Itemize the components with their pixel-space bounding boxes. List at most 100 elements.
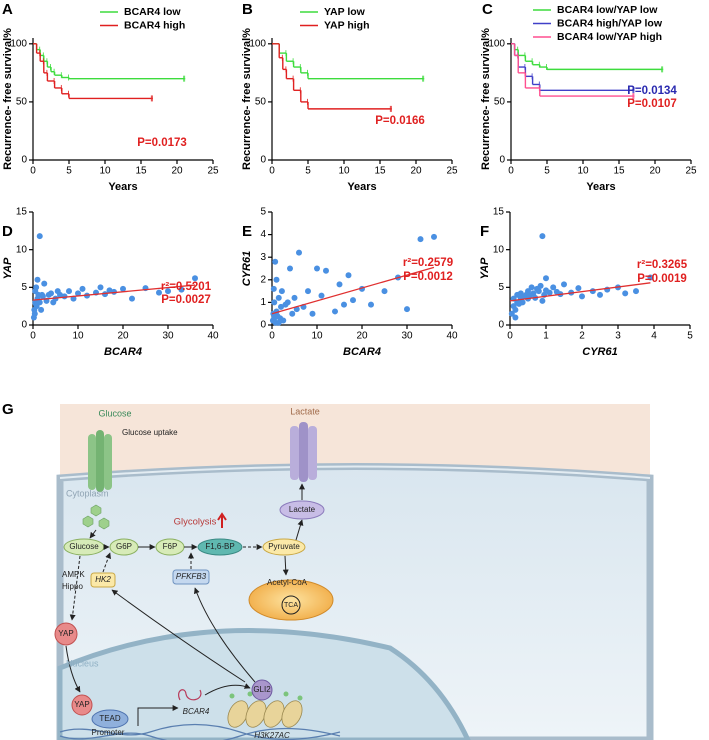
x-tick-label: 5 bbox=[544, 166, 550, 177]
point bbox=[178, 286, 185, 293]
point bbox=[296, 249, 302, 256]
annotation: P=0.0012 bbox=[403, 271, 453, 283]
point bbox=[284, 299, 291, 306]
y-tick-label: 100 bbox=[488, 38, 505, 49]
point bbox=[575, 285, 582, 292]
point bbox=[31, 310, 38, 317]
chart-panel: D 0 5 10 15 0 10 20 30 40 BCAR4 YAP r²=0.5201P=0.002… bbox=[2, 207, 219, 358]
y-axis-label: Recurrence- free survival% bbox=[480, 28, 492, 170]
x-axis-label: BCAR4 bbox=[343, 346, 381, 358]
point bbox=[165, 288, 171, 295]
y-tick-label: 50 bbox=[494, 97, 506, 108]
y-tick-label: 0 bbox=[21, 320, 27, 331]
panel-letter: B bbox=[242, 1, 253, 18]
point bbox=[289, 310, 296, 317]
x-tick-label: 25 bbox=[685, 166, 697, 177]
point bbox=[120, 285, 126, 292]
point bbox=[41, 280, 48, 287]
x-tick-label: 20 bbox=[117, 331, 129, 342]
x-tick-label: 3 bbox=[615, 331, 621, 342]
label: G6P bbox=[116, 542, 132, 551]
legend-label: YAP high bbox=[324, 19, 370, 31]
legend-label: BCAR4 low/YAP high bbox=[557, 31, 662, 43]
x-tick-label: 15 bbox=[374, 166, 386, 177]
point bbox=[404, 306, 410, 313]
label: Nucleus bbox=[66, 658, 99, 668]
point bbox=[525, 288, 531, 295]
point bbox=[368, 301, 374, 308]
label: Lactate bbox=[290, 406, 320, 416]
y-tick-label: 4 bbox=[260, 229, 266, 240]
y-tick-label: 0 bbox=[260, 320, 266, 331]
node bbox=[197, 538, 243, 556]
x-tick-label: 30 bbox=[162, 331, 174, 342]
dna bbox=[59, 723, 341, 740]
annotation: r²=0.3265 bbox=[637, 259, 688, 271]
point bbox=[75, 290, 81, 297]
point bbox=[273, 276, 280, 283]
point bbox=[309, 310, 316, 317]
x-axis-label: BCAR4 bbox=[104, 346, 142, 358]
point bbox=[431, 233, 437, 240]
label: PFKFB3 bbox=[176, 572, 207, 581]
point bbox=[36, 233, 43, 240]
annotation: r²=0.5201 bbox=[161, 281, 212, 293]
point bbox=[318, 292, 325, 299]
x-tick-label: 15 bbox=[613, 166, 625, 177]
x-tick-label: 15 bbox=[135, 166, 147, 177]
label: F6P bbox=[163, 542, 178, 551]
chart-panel: C 0 50 100 0 5 10 15 20 25 Years Recurrence- free s… bbox=[480, 1, 697, 193]
annotation: P=0.0134 bbox=[627, 85, 677, 97]
annotation: P=0.0107 bbox=[627, 98, 677, 110]
annotation: P=0.0019 bbox=[637, 273, 687, 285]
x-tick-label: 30 bbox=[401, 331, 413, 342]
point bbox=[519, 299, 526, 306]
point bbox=[38, 306, 45, 313]
y-tick-label: 0 bbox=[260, 155, 266, 166]
point bbox=[381, 288, 388, 295]
label: AMPK bbox=[62, 570, 85, 579]
label: YAP bbox=[58, 629, 73, 638]
point bbox=[546, 289, 553, 296]
point bbox=[33, 284, 40, 291]
y-axis-label: Recurrence- free survival% bbox=[241, 28, 253, 170]
panel-letter: G bbox=[2, 401, 14, 418]
point bbox=[79, 285, 86, 292]
point bbox=[535, 288, 542, 295]
y-tick-label: 2 bbox=[260, 274, 266, 285]
y-tick-label: 5 bbox=[498, 282, 504, 293]
mitochondrion bbox=[248, 579, 334, 621]
label: Hippo bbox=[62, 582, 83, 591]
legend-label: BCAR4 low/YAP low bbox=[557, 4, 658, 16]
point bbox=[102, 291, 108, 298]
label: BCAR4 bbox=[183, 707, 210, 716]
nucleosomes bbox=[227, 700, 303, 728]
y-tick-label: 15 bbox=[493, 207, 505, 218]
label: HK2 bbox=[95, 575, 111, 584]
up-arrow bbox=[217, 512, 227, 528]
x-tick-label: 25 bbox=[207, 166, 219, 177]
label: YAP bbox=[74, 700, 89, 709]
point bbox=[275, 294, 282, 301]
point bbox=[530, 290, 537, 297]
y-tick-label: 0 bbox=[498, 320, 504, 331]
point bbox=[537, 282, 544, 289]
panel-letter: A bbox=[2, 1, 13, 18]
label: TCA bbox=[284, 602, 298, 609]
x-tick-label: 0 bbox=[269, 166, 275, 177]
point bbox=[550, 284, 557, 291]
node bbox=[262, 538, 306, 556]
point bbox=[350, 297, 356, 304]
lactate-transporter bbox=[290, 422, 317, 482]
point bbox=[539, 233, 546, 240]
x-axis-label: Years bbox=[108, 181, 137, 193]
glucose-molecules bbox=[82, 504, 110, 530]
x-tick-label: 20 bbox=[356, 331, 368, 342]
x-tick-label: 5 bbox=[66, 166, 72, 177]
arrow bbox=[65, 645, 81, 693]
point bbox=[106, 287, 113, 294]
y-tick-label: 1 bbox=[260, 297, 266, 308]
y-axis-label: YAP bbox=[2, 257, 14, 279]
fit-line bbox=[271, 266, 435, 315]
point bbox=[291, 294, 298, 301]
